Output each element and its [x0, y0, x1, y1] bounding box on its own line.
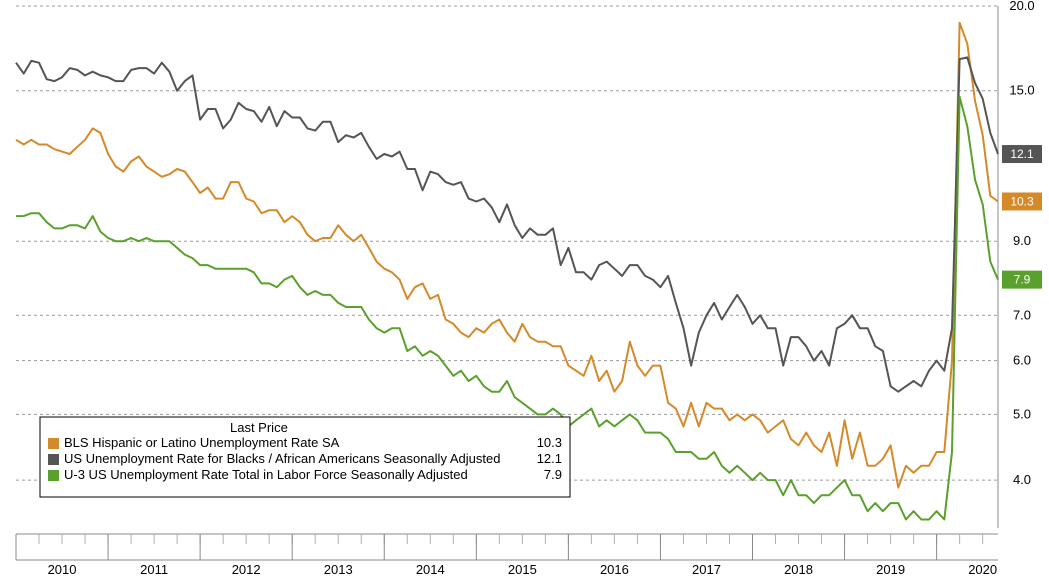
- y-tick-label: 4.0: [1013, 472, 1031, 487]
- legend-swatch: [48, 438, 59, 449]
- x-year-label: 2020: [968, 562, 997, 577]
- y-tick-label: 9.0: [1013, 233, 1031, 248]
- value-flag-label: 7.9: [1014, 273, 1031, 287]
- y-tick-label: 7.0: [1013, 307, 1031, 322]
- x-year-label: 2017: [692, 562, 721, 577]
- x-year-label: 2016: [600, 562, 629, 577]
- x-year-label: 2013: [324, 562, 353, 577]
- x-year-label: 2012: [232, 562, 261, 577]
- unemployment-chart: 4.0 5.0 6.0 7.0 9.0 15.0 20.0 2010 2011 2012 2013 2…: [0, 0, 1049, 578]
- y-tick-label: 5.0: [1013, 406, 1031, 421]
- value-flag-label: 10.3: [1010, 194, 1034, 208]
- value-flag-label: 12.1: [1010, 147, 1034, 161]
- x-year-label: 2018: [784, 562, 813, 577]
- legend-label: U-3 US Unemployment Rate Total in Labor …: [64, 467, 468, 482]
- x-year-label: 2011: [140, 562, 168, 577]
- legend-value: 7.9: [544, 467, 562, 482]
- legend-value: 10.3: [537, 435, 562, 450]
- x-year-label: 2019: [876, 562, 905, 577]
- legend-label: BLS Hispanic or Latino Unemployment Rate…: [64, 435, 340, 450]
- legend-swatch: [48, 470, 59, 481]
- legend-value: 12.1: [537, 451, 562, 466]
- chart-svg: 4.0 5.0 6.0 7.0 9.0 15.0 20.0 2010 2011 2012 2013 2…: [0, 0, 1049, 578]
- y-tick-label: 20.0: [1009, 0, 1034, 13]
- legend-label: US Unemployment Rate for Blacks / Africa…: [64, 451, 500, 466]
- y-tick-label: 15.0: [1009, 83, 1034, 98]
- legend-title: Last Price: [230, 420, 288, 435]
- y-tick-label: 6.0: [1013, 353, 1031, 368]
- x-year-label: 2010: [48, 562, 77, 577]
- x-year-label: 2014: [416, 562, 445, 577]
- legend-swatch: [48, 454, 59, 465]
- x-year-label: 2015: [508, 562, 537, 577]
